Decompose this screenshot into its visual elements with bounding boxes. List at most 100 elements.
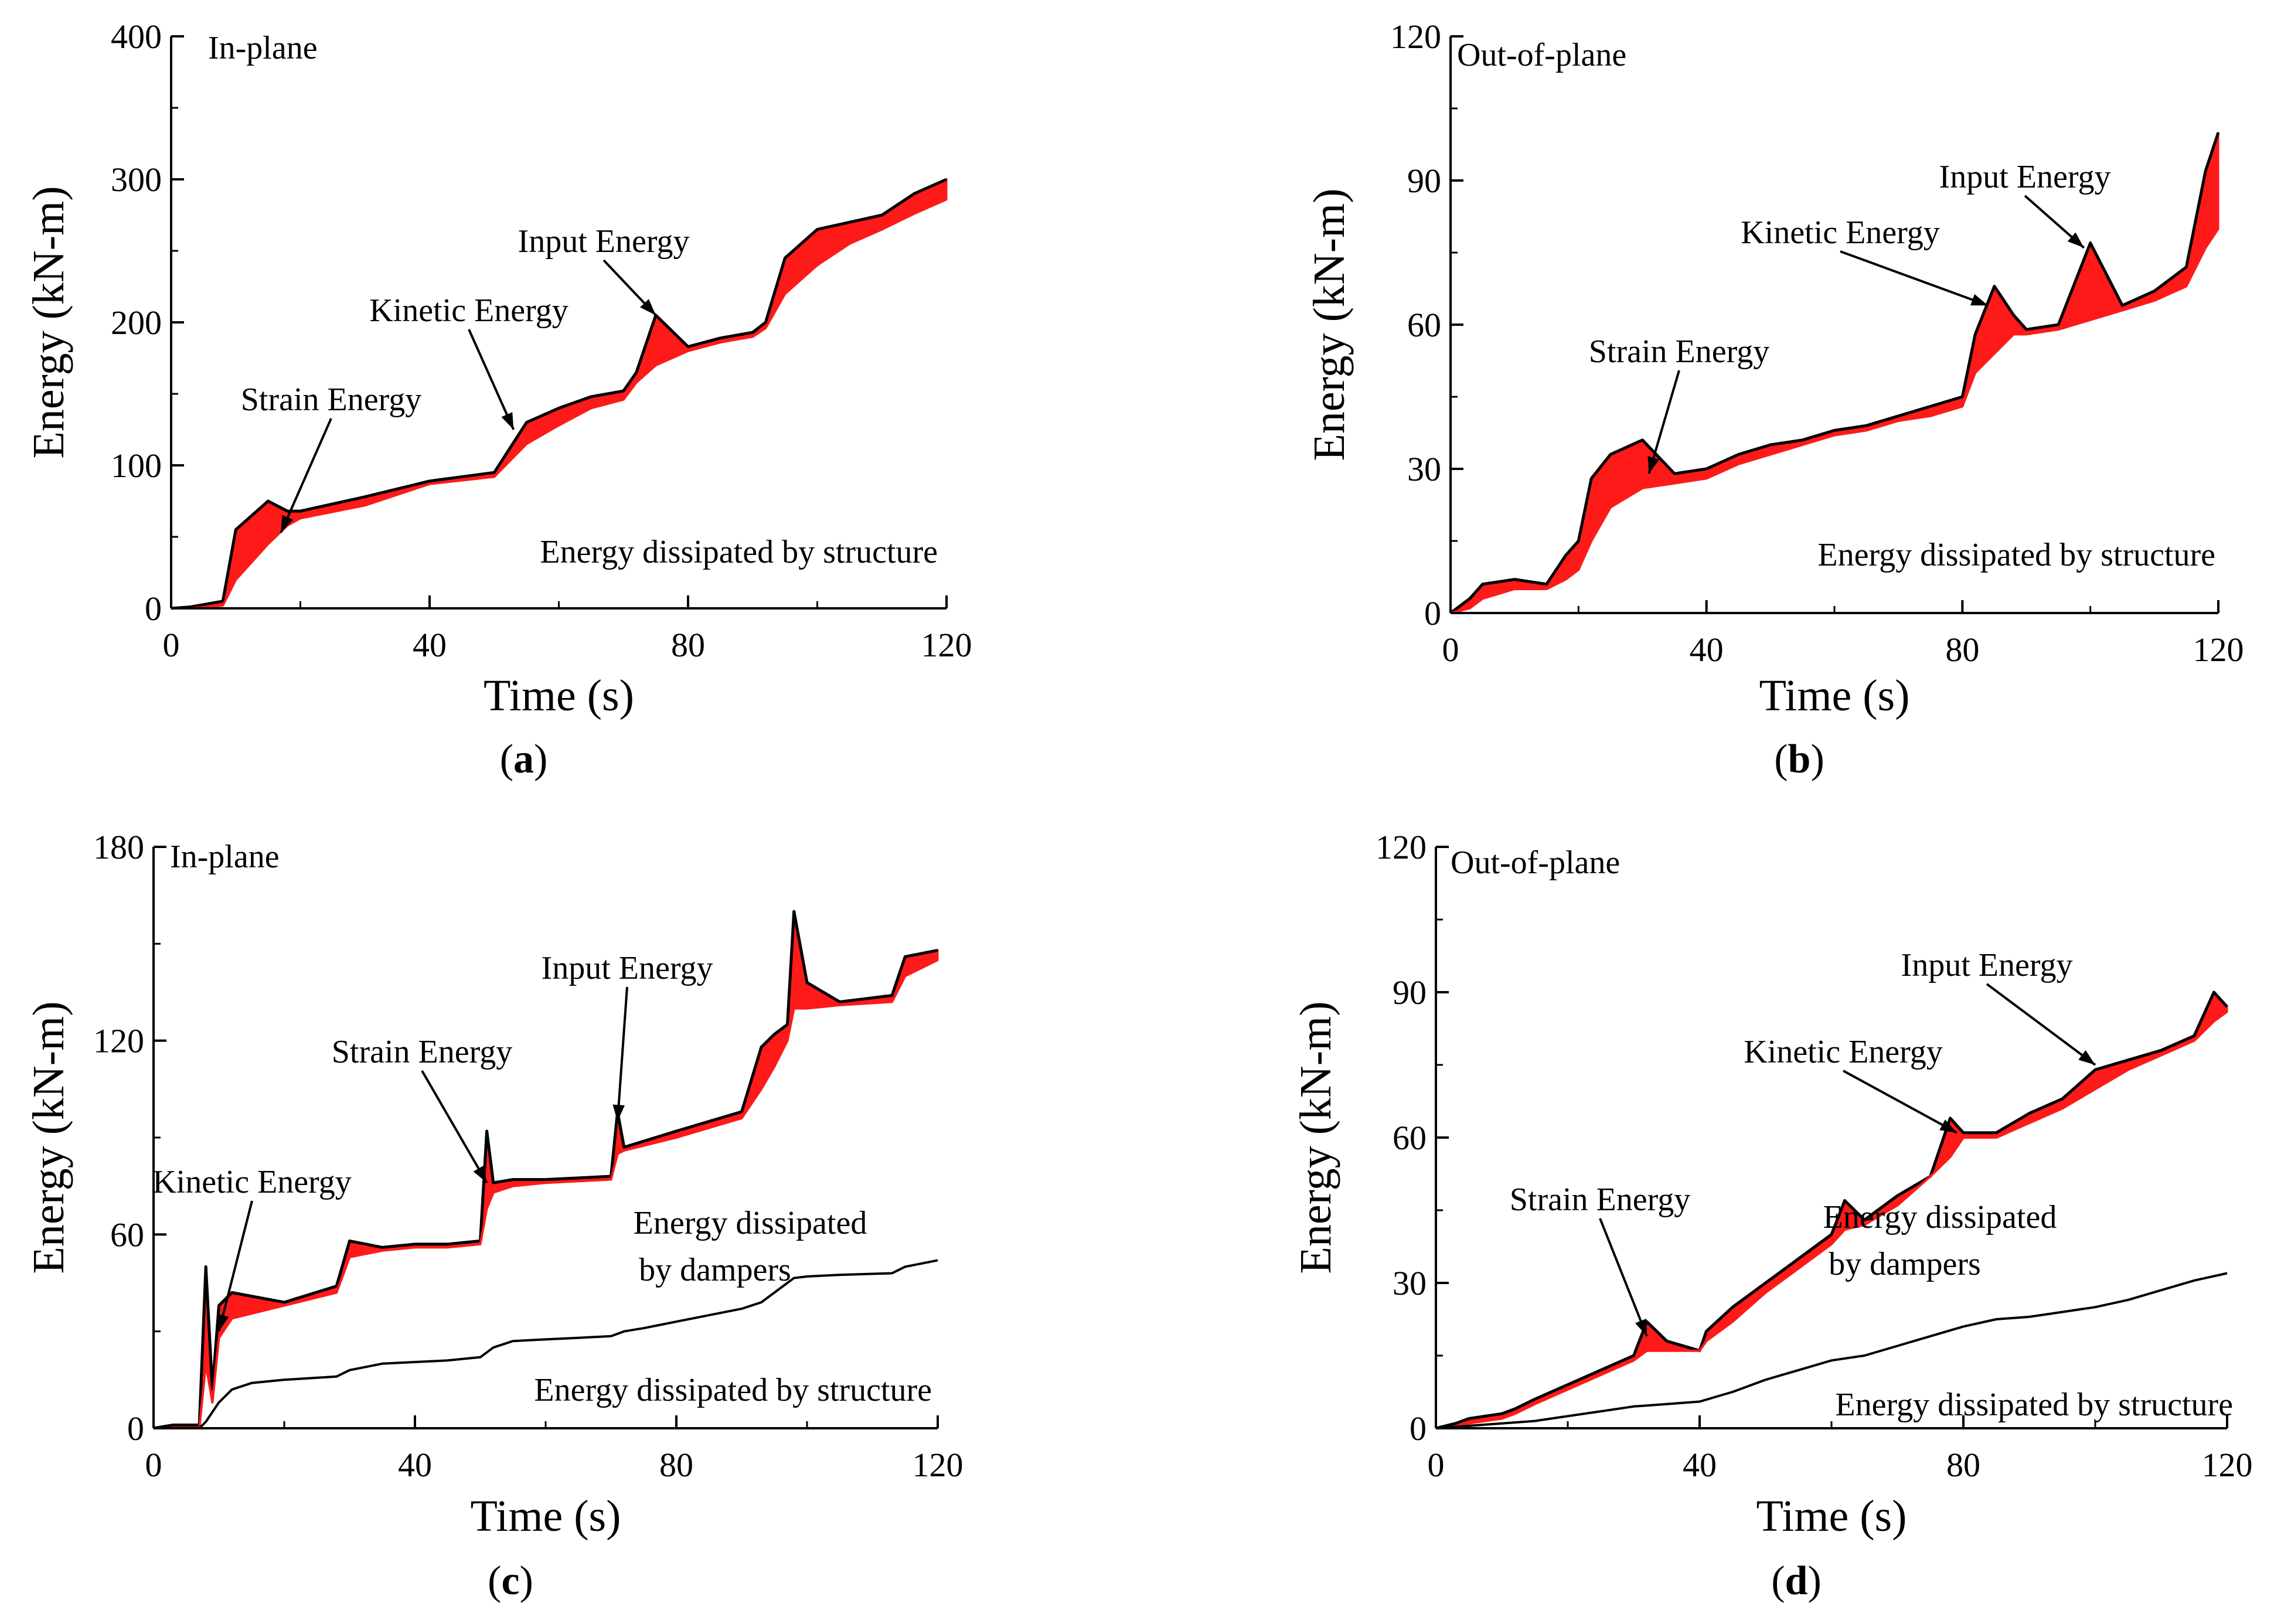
annotation-arrowhead	[217, 1313, 229, 1332]
series-line-energy-dissipated-by-structure	[1436, 1010, 2228, 1429]
annotation-label: Input Energy	[542, 950, 713, 986]
panel-label: (a)	[500, 737, 548, 782]
x-tick-label: 120	[921, 626, 972, 664]
annotation-arrowhead	[1970, 294, 1988, 306]
annotation-label: Strain Energy	[241, 382, 421, 418]
panel-letter: a	[513, 737, 534, 782]
annotation-arrow	[421, 1070, 488, 1184]
annotation-arrow	[217, 1200, 253, 1332]
x-tick-label: 40	[413, 626, 447, 664]
panel-letter: d	[1785, 1558, 1808, 1603]
x-tick-label: 0	[1428, 1446, 1445, 1484]
y-axis-title: Energy (kN-m)	[24, 1001, 73, 1274]
series-line-input-energy	[153, 910, 938, 1430]
annotation-arrowhead	[2078, 1050, 2095, 1065]
y-tick-label: 90	[1393, 973, 1427, 1012]
annotation-label: Strain Energy	[1589, 333, 1769, 370]
x-tick-label: 0	[163, 626, 180, 664]
x-tick-label: 120	[2202, 1446, 2253, 1484]
series-line-energy-dissipated-by-dampers	[1435, 1272, 2228, 1429]
annotation-arrow	[1647, 370, 1680, 474]
y-tick-label: 120	[93, 1022, 144, 1060]
chart-panel-b: 0 40 80 120 0 30 60 90 120 Time (s) Energy (kN-m) O…	[1305, 18, 2244, 782]
annotation-arrowhead	[640, 299, 656, 315]
annotation-label: Energy dissipated by structure	[534, 1372, 932, 1408]
y-tick-label: 200	[111, 304, 162, 342]
corner-label: Out-of-plane	[1451, 845, 1620, 881]
series-line-input-energy	[1435, 990, 2228, 1430]
y-axis-title: Energy (kN-m)	[24, 186, 73, 458]
annotation-label: Energy dissipated by structure	[540, 534, 938, 570]
chart-panel-a: 0 40 80 120 0 100 200 300 400 Time (s) Energy (kN-…	[24, 18, 972, 782]
annotation-arrowhead	[1939, 1119, 1957, 1133]
chart-panel-c: 0 40 80 120 0 60 120 180 Time (s) Energy (kN-m) In…	[24, 828, 964, 1603]
annotation-label: Energy dissipated by structure	[1835, 1387, 2233, 1423]
annotation-arrow	[616, 986, 628, 1122]
y-tick-label: 0	[127, 1409, 144, 1448]
annotation-arrowhead	[1647, 456, 1660, 474]
y-tick-label: 100	[111, 447, 162, 485]
chart-panel-d: 0 40 80 120 0 30 60 90 120 Time (s) Energy (kN-m) O…	[1291, 828, 2253, 1603]
y-tick-label: 60	[1393, 1119, 1427, 1157]
x-tick-label: 80	[659, 1446, 693, 1484]
y-axis-title: Energy (kN-m)	[1305, 188, 1354, 461]
y-tick-label: 0	[145, 590, 162, 628]
annotation-arrowhead	[473, 1165, 487, 1183]
x-axis-title: Time (s)	[484, 671, 634, 720]
y-axis-title: Energy (kN-m)	[1291, 1001, 1340, 1274]
annotation-label: Energy dissipated	[1823, 1199, 2057, 1235]
x-tick-label: 40	[1690, 631, 1724, 669]
annotation-arrow	[468, 329, 515, 430]
series-line-energy-dissipated-by-structure	[1450, 227, 2219, 614]
series-line-energy-dissipated-by-structure	[154, 959, 938, 1429]
annotation-label: Input Energy	[1939, 159, 2111, 195]
x-tick-label: 120	[913, 1446, 964, 1484]
annotation-arrow	[1840, 250, 1989, 307]
x-tick-label: 80	[1946, 1446, 1980, 1484]
annotation-label: Kinetic Energy	[152, 1164, 352, 1200]
panel-letter: b	[1788, 737, 1811, 782]
corner-label: In-plane	[208, 30, 318, 66]
annotation-arrow	[1986, 983, 2096, 1066]
y-tick-label: 90	[1407, 162, 1441, 200]
annotation-arrowhead	[2067, 232, 2084, 248]
annotation-label: Energy dissipated	[634, 1205, 867, 1241]
panel-label: (c)	[488, 1558, 533, 1603]
annotation-arrow	[1843, 1070, 1958, 1134]
annotation-arrow	[1599, 1218, 1648, 1337]
panel-label: (b)	[1774, 737, 1824, 782]
y-tick-label: 120	[1390, 18, 1441, 56]
panel-letter: c	[501, 1558, 519, 1603]
corner-label: Out-of-plane	[1457, 37, 1626, 73]
x-tick-label: 40	[1683, 1446, 1717, 1484]
x-axis-title: Time (s)	[1759, 671, 1910, 720]
x-tick-label: 40	[398, 1446, 432, 1484]
series-line-input-energy	[1449, 132, 2220, 614]
annotation-label: Kinetic Energy	[369, 292, 568, 329]
y-tick-label: 180	[93, 828, 144, 866]
x-axis-title: Time (s)	[1756, 1492, 1907, 1541]
corner-label: In-plane	[170, 839, 280, 875]
x-axis-title: Time (s)	[471, 1492, 621, 1541]
annotation-arrow	[280, 418, 332, 533]
y-tick-label: 400	[111, 18, 162, 56]
annotation-label: Kinetic Energy	[1741, 215, 1940, 251]
panel-label: (d)	[1771, 1558, 1822, 1603]
y-tick-label: 60	[110, 1216, 144, 1254]
annotation-label: Energy dissipated by structure	[1817, 537, 2215, 573]
annotation-arrowhead	[1635, 1318, 1647, 1336]
x-tick-label: 80	[1945, 631, 1979, 669]
y-tick-label: 30	[1407, 450, 1441, 488]
y-tick-label: 60	[1407, 306, 1441, 344]
series-line-energy-dissipated-by-dampers	[154, 1259, 938, 1429]
y-tick-label: 300	[111, 161, 162, 199]
annotation-label: Strain Energy	[332, 1034, 512, 1070]
x-tick-label: 0	[1442, 631, 1459, 669]
annotation-label: Strain Energy	[1510, 1182, 1690, 1218]
annotation-arrowhead	[501, 412, 514, 430]
x-tick-label: 120	[2193, 631, 2244, 669]
y-tick-label: 0	[1424, 594, 1441, 632]
x-tick-label: 0	[145, 1446, 162, 1484]
y-tick-label: 30	[1393, 1264, 1427, 1302]
